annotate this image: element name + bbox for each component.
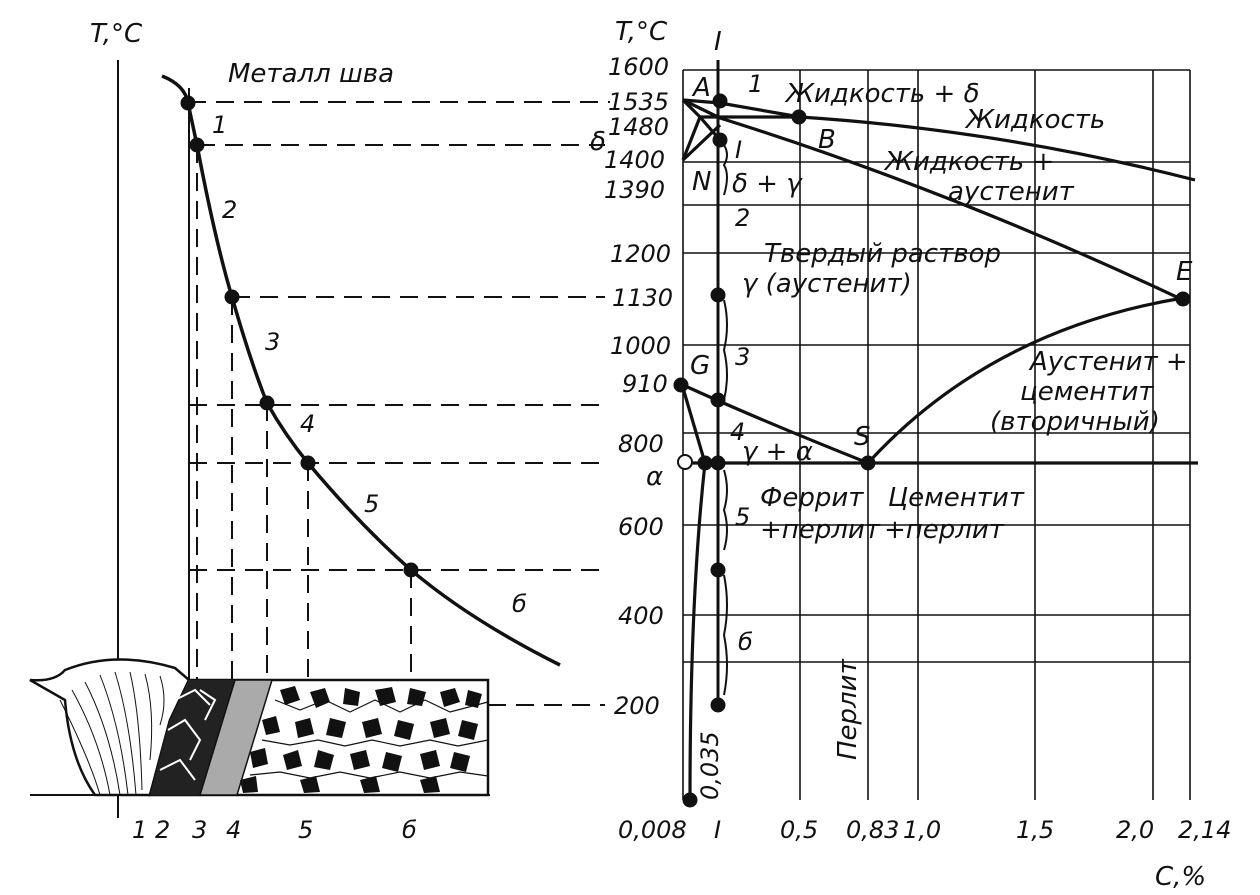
zone-label-2: 2: [155, 816, 170, 844]
tick-800: 800: [618, 430, 664, 458]
point-P-marker: [677, 454, 693, 470]
dashed-connectors: [188, 101, 610, 706]
weld-metal-label: Металл шва: [228, 59, 394, 89]
tick-1390: 1390: [604, 176, 665, 204]
carbon-0035-label: 0,035: [696, 731, 724, 800]
carbon-tick-0008: 0,008: [618, 816, 687, 844]
point-S-label: S: [854, 422, 871, 452]
carbon-tick-I: I: [714, 816, 721, 844]
carbon-tick-15: 1,5: [1016, 816, 1054, 844]
seg-I-mid: I: [735, 136, 742, 164]
seg-2: 2: [735, 204, 750, 232]
point-E-label: E: [1176, 257, 1193, 287]
curve-point-2: 2: [222, 196, 237, 224]
tick-1130: 1130: [612, 284, 673, 312]
zone-label-1: 1: [132, 816, 147, 844]
right-axis-title: T,°C: [615, 17, 668, 47]
phase-diagram-grid: [682, 69, 1191, 800]
seg-1-top: 1: [748, 70, 763, 98]
carbon-tick-10: 1,0: [903, 816, 941, 844]
line-I-label: I: [714, 27, 722, 57]
zone-label-3: 3: [192, 816, 207, 844]
tick-1480: 1480: [608, 113, 669, 141]
region-cementite-pearlite-1: Цементит: [888, 483, 1025, 513]
zone-label-5: 5: [298, 816, 313, 844]
point-B-label: B: [818, 125, 836, 155]
tick-1000: 1000: [610, 332, 671, 360]
region-austenite-cementite-1: Аустенит +: [1028, 347, 1188, 377]
tick-910: 910: [622, 370, 668, 398]
curve-points: [180, 95, 419, 578]
tick-1400: 1400: [604, 146, 665, 174]
carbon-tick-083: 0,83: [846, 816, 899, 844]
delta-label: δ: [590, 127, 606, 157]
curve-point-5: 5: [364, 490, 379, 518]
region-liquid-austenite-1: Жидкость +: [883, 147, 1054, 177]
alpha-label: α: [646, 462, 663, 492]
zone-label-4: 4: [226, 816, 241, 844]
seg-5: 5: [735, 503, 750, 531]
carbon-tick-214: 2,14: [1178, 816, 1231, 844]
seg-3: 3: [735, 343, 750, 371]
weld-cross-section: [29, 658, 490, 797]
tick-200: 200: [614, 692, 660, 720]
region-gamma-alpha: γ + α: [742, 437, 813, 467]
region-liquid-austenite-2: аустенит: [948, 177, 1075, 207]
segment-braces: [722, 144, 728, 696]
cooling-curve: [161, 74, 561, 667]
region-pearlite: Перлит: [833, 658, 863, 760]
tick-1600: 1600: [608, 53, 669, 81]
region-austenite-cementite-2: цементит: [1020, 377, 1154, 407]
region-ferrite-pearlite-2: +перлит: [760, 515, 881, 545]
curve-point-1: 1: [212, 111, 227, 139]
region-liquid-delta: Жидкость + δ: [784, 79, 979, 109]
curve-point-4: 4: [300, 410, 315, 438]
seg-4: 4: [730, 418, 745, 446]
tick-400: 400: [618, 602, 664, 630]
region-austenite-cementite-3: (вторичный): [990, 407, 1160, 437]
tick-600: 600: [618, 513, 664, 541]
carbon-axis-title: C,%: [1155, 862, 1206, 892]
region-liquid: Жидкость: [964, 105, 1105, 135]
region-delta-gamma: δ + γ: [732, 169, 803, 199]
point-G-label: G: [690, 351, 710, 381]
point-A-label: A: [691, 73, 711, 103]
curve-point-3: 3: [265, 328, 280, 356]
tick-1200: 1200: [610, 240, 671, 268]
region-ferrite-pearlite-1: Феррит: [760, 483, 864, 513]
region-solid-solution-1: Твердый раствор: [764, 239, 1001, 269]
carbon-tick-05: 0,5: [780, 816, 818, 844]
carbon-tick-20: 2,0: [1116, 816, 1154, 844]
left-axis-title: T,°C: [90, 19, 143, 49]
point-N-label: N: [692, 167, 711, 197]
phase-points: [673, 93, 1191, 808]
tick-1535: 1535: [608, 88, 669, 116]
zone-label-6: б: [402, 816, 417, 844]
curve-point-6: б: [512, 590, 527, 618]
region-solid-solution-2: γ (аустенит): [742, 269, 912, 299]
region-cementite-pearlite-2: +перлит: [884, 515, 1005, 545]
seg-6: б: [738, 628, 753, 656]
